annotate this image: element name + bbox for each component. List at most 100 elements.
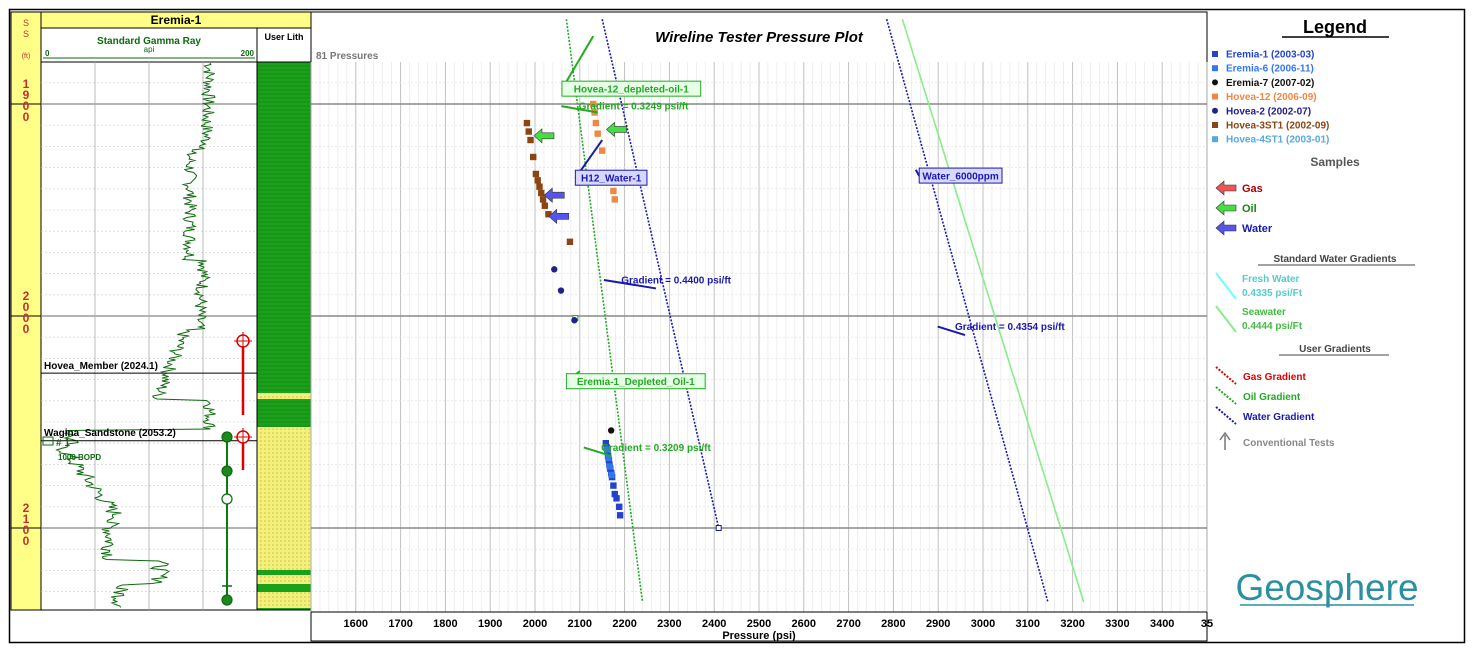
lith-track [256,61,312,611]
oil-sample-icon [221,431,233,443]
legend-user-line-icon [1215,386,1237,405]
samples-title: Samples [1310,155,1360,169]
legend-sample-label: Oil [1242,203,1257,215]
depth-axis-label-s2: S [23,29,29,39]
x-tick-label: 1600 [344,618,368,630]
depth-tick-digit: 0 [23,99,30,113]
lith-sand-interval [257,427,311,570]
legend-series-label: Hovea-2 (2002-07) [1226,106,1311,117]
legend-series-label: Hovea-3ST1 (2002-09) [1226,121,1329,132]
legend-std-gradients: Fresh Water 0.4335 psi/Ft Seawater 0.4444 p… [1215,272,1303,333]
pressure-point [605,454,612,462]
legend-title: Legend [1303,17,1367,37]
sample-arrows [533,121,627,225]
chart-subtitle: 81 Pressures [316,51,379,62]
legend-panel: Legend Eremia-1 (2003-03) Eremia-6 (2006-… [1212,17,1419,608]
pressure-point [594,130,601,137]
pressure-point [610,187,617,195]
x-tick-label: 1700 [388,618,412,630]
legend-std-value: 0.4335 psi/Ft [1242,288,1303,299]
annotation-box [565,373,706,390]
x-tick-label: 1800 [433,618,457,630]
depth-tick-label: 2100 [23,501,30,548]
legend-series-label: Hovea-12 (2006-09) [1226,92,1317,103]
test-rate: 1000 BOPD [58,453,101,462]
x-tick-label: 2000 [523,618,547,630]
pressure-point [539,196,547,203]
pressure-point [566,238,574,245]
legend-std-label: Seawater [1242,307,1286,318]
legend-user-line-icon [1215,406,1237,425]
legend-series-label: Hovea-4ST1 (2003-01) [1226,135,1329,146]
annotation-label: Gradient = 0.3209 psi/ft [601,443,711,454]
gamma-unit: api [144,45,155,54]
x-tick-label: 2300 [657,618,681,630]
pressure-point [606,463,614,470]
annotation-label: Gradient = 0.3249 psi/ft [579,102,689,113]
x-tick-label: 2600 [792,618,816,630]
x-tick-label: 2800 [881,618,905,630]
annotation-label: H12_Water-1 [581,174,642,185]
gradient-line [901,18,1085,603]
depth-tick-digit: 9 [23,88,30,102]
x-tick-label: 2700 [836,618,860,630]
x-tick-label: 1900 [478,618,502,630]
legend-std-value: 0.4444 psi/Ft [1242,321,1303,332]
gamma-scale-min: 0 [45,49,50,58]
water-sample-arrow-icon [548,208,570,225]
legend-samples: Gas Oil Water [1215,180,1273,236]
legend-series-label: Eremia-1 (2003-03) [1226,50,1314,61]
legend-user-gradients: Gas Gradient Oil Gradient Water Gradient [1215,366,1315,425]
pressure-point [571,317,578,324]
test-interval-icon [42,436,54,446]
gamma-scale-max: 200 [241,49,255,58]
depth-tick-digit: 1 [23,77,30,91]
gradient-line [885,18,1049,603]
conventional-label: Conventional Tests [1243,438,1335,449]
legend-marker-icon [1212,65,1218,72]
depth-tick-digit: 0 [23,523,30,537]
x-tick-label: 2400 [702,618,726,630]
depth-axis-background [10,11,42,611]
legend-user-label: Gas Gradient [1243,372,1306,383]
pressure-point [607,427,615,434]
pressure-point [557,287,565,294]
legend-std-line-icon [1215,305,1237,333]
pressure-point [541,202,549,209]
pressure-point [536,183,543,190]
pressure-plot-panel: Wireline Tester Pressure Plot 81 Pressur… [310,11,1214,642]
legend-sample-arrow-icon [1215,200,1237,216]
legend-user-label: Water Gradient [1243,412,1315,423]
depth-tick-label: 1900 [23,77,30,124]
legend-sample-arrow-icon [1215,220,1237,236]
annotation-box [574,169,648,186]
plot-grid [310,62,1208,612]
gradient-annotations: Hovea-12_depleted-oil-1 Gradient = 0.3249… [561,35,1065,457]
legend-series-label: Eremia-6 (2006-11) [1226,64,1314,75]
water-line-endpoint [715,525,722,531]
test-label: # 1 [56,438,70,449]
annotation-leader [583,446,612,457]
x-tick-label: 3400 [1150,618,1174,630]
legend-sample-label: Water [1242,223,1273,235]
legend-marker-icon [1212,93,1218,100]
x-tick-label: 3200 [1060,618,1084,630]
legend-marker-icon [1212,51,1218,57]
lith-shale-interval [257,570,311,575]
legend-marker-icon [1212,122,1218,128]
conventional-arrowhead-icon [1219,431,1231,441]
brand-logo: Geosphere [1235,567,1418,608]
lith-shale-interval [257,584,311,592]
legend-user-line-icon [1215,366,1237,385]
pressure-point [599,147,606,154]
annotation-label: Eremia-1_Depleted_Oil-1 [577,377,695,388]
x-tick-label: 2200 [612,618,636,630]
legend-series: Eremia-1 (2003-03) Eremia-6 (2006-11) Erem… [1212,50,1329,146]
legend-user-label: Oil Gradient [1243,392,1301,403]
legend-sample-label: Gas [1242,183,1263,195]
x-tick-label: 2100 [568,618,592,630]
gamma-ray-curve [55,62,217,608]
pressure-point [611,490,618,498]
x-axis-ticks: 1600 1700 1800 1900 2000 2100 2200 2300 2400 2500… [344,618,1214,630]
